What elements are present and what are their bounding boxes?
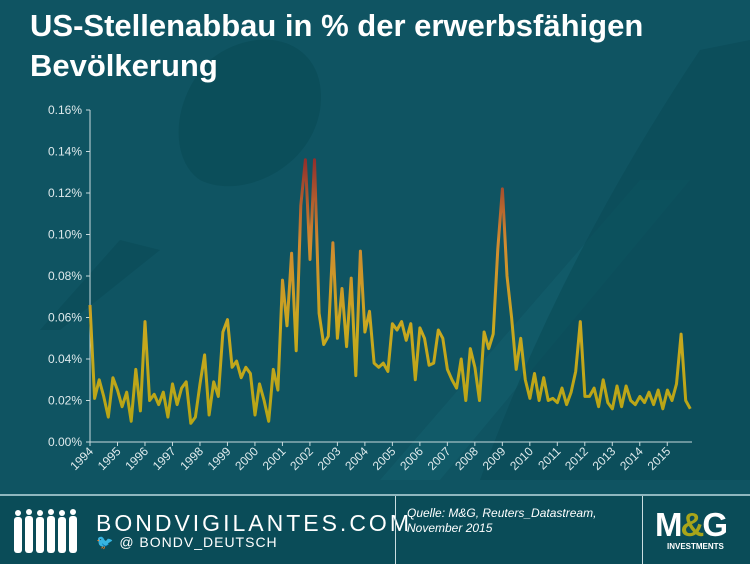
brand-link[interactable]: BONDVIGILANTES.COM (96, 510, 412, 536)
y-tick-label: 0.16% (48, 103, 82, 117)
divider (642, 496, 643, 564)
mg-logo-subtitle: INVESTMENTS (667, 542, 724, 551)
source-line-2: November 2015 (407, 521, 493, 535)
x-tick-label: 2002 (287, 444, 316, 473)
people-silhouettes-icon (14, 509, 77, 553)
x-tick-label: 1996 (122, 444, 151, 473)
x-tick-label: 2009 (480, 444, 509, 473)
twitter-handle-text: @ BONDV_DEUTSCH (119, 534, 278, 550)
x-tick-label: 2011 (535, 444, 563, 472)
y-tick-label: 0.14% (48, 145, 82, 159)
page-title: US-Stellenabbau in % der erwerbsfähigen … (30, 8, 644, 83)
x-tick-label: 2010 (507, 444, 536, 473)
x-tick-label: 2004 (342, 444, 371, 473)
x-tick-label: 1999 (205, 444, 234, 473)
x-tick-label: 2008 (452, 444, 481, 473)
mg-logo: M&G INVESTMENTS (655, 506, 740, 552)
y-tick-label: 0.08% (48, 269, 82, 283)
series-line (88, 158, 692, 425)
y-tick-label: 0.10% (48, 228, 82, 242)
divider (395, 496, 396, 564)
source-line-1: Quelle: M&G, Reuters_Datastream, (407, 506, 597, 520)
y-tick-label: 0.02% (48, 394, 82, 408)
x-tick-label: 2003 (315, 444, 344, 473)
y-tick-label: 0.00% (48, 435, 82, 449)
x-tick-label: 1998 (177, 444, 206, 473)
source-note: Quelle: M&G, Reuters_Datastream, Novembe… (407, 506, 627, 536)
x-tick-label: 2006 (397, 444, 426, 473)
x-tick-label: 2007 (425, 444, 454, 473)
x-tick-label: 1997 (150, 444, 179, 473)
x-tick-label: 2001 (260, 444, 289, 473)
x-tick-label: 2015 (645, 444, 674, 473)
x-tick-label: 1995 (95, 444, 124, 473)
line-chart: 0.00% 0.02% 0.04% 0.06% 0.08% 0.10% 0.12% 0.14%… (48, 103, 692, 473)
twitter-handle[interactable]: 🐦 @ BONDV_DEUTSCH (96, 534, 278, 551)
y-tick-label: 0.04% (48, 352, 82, 366)
x-tick-label: 2014 (617, 444, 646, 473)
x-tick-label: 2000 (232, 444, 261, 473)
y-tick-label: 0.06% (48, 311, 82, 325)
footer: BONDVIGILANTES.COM 🐦 @ BONDV_DEUTSCH Que… (0, 494, 750, 564)
y-tick-label: 0.12% (48, 186, 82, 200)
x-tick-label: 2012 (562, 444, 591, 473)
mg-logo-text: M&G (655, 506, 728, 543)
twitter-icon: 🐦 (96, 534, 115, 550)
x-tick-label: 2013 (590, 444, 619, 473)
x-tick-label: 2005 (370, 444, 399, 473)
